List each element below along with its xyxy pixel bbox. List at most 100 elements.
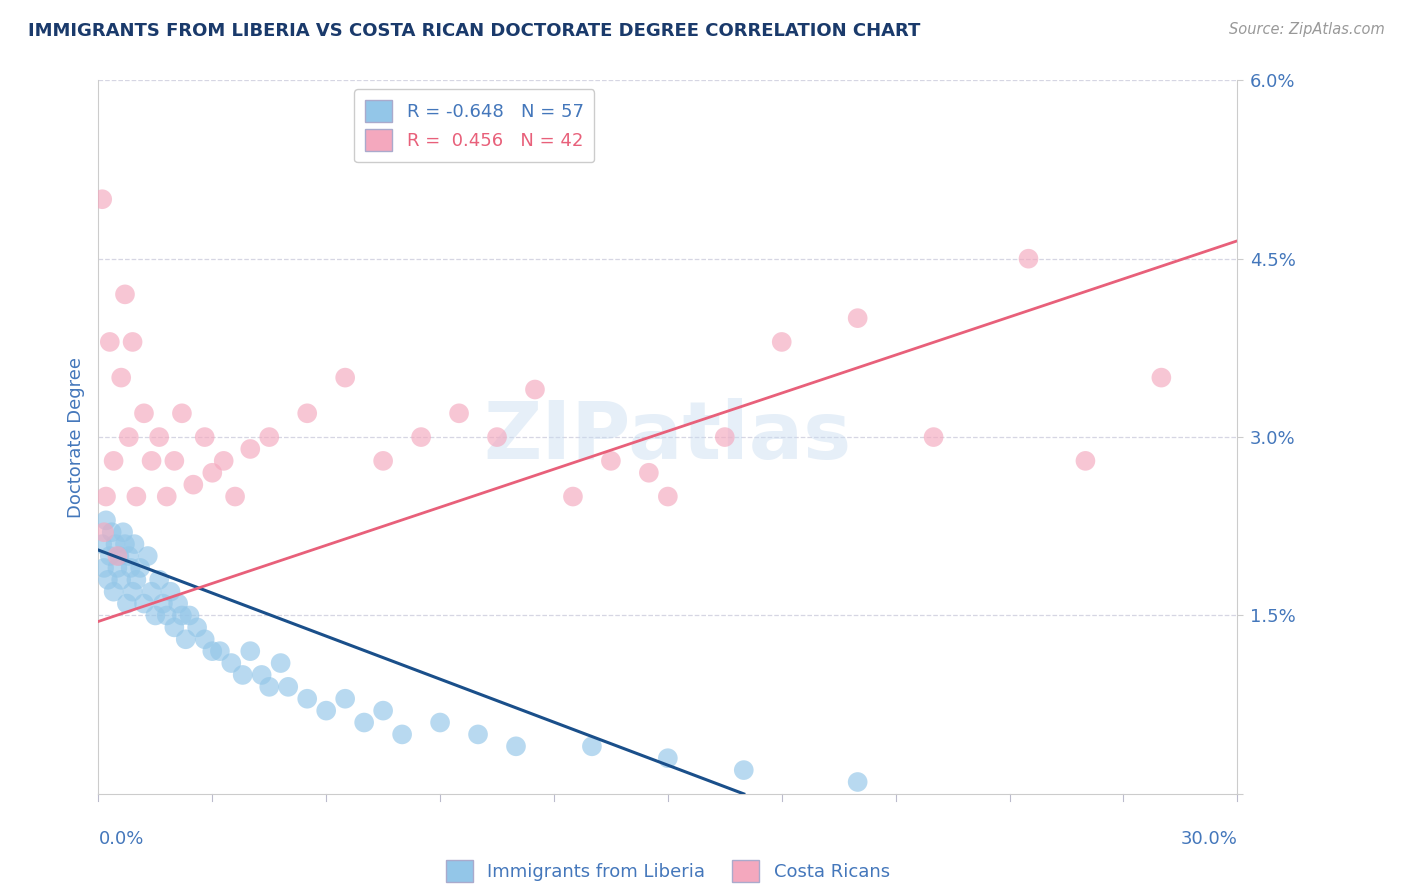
Point bbox=[145, 608, 167, 623]
Y-axis label: Doctorate Degree: Doctorate Degree bbox=[66, 357, 84, 517]
Point bbox=[170, 406, 193, 420]
Legend: Immigrants from Liberia, Costa Ricans: Immigrants from Liberia, Costa Ricans bbox=[439, 853, 897, 889]
Point bbox=[132, 597, 155, 611]
Point bbox=[121, 584, 143, 599]
Point bbox=[114, 537, 136, 551]
Point bbox=[232, 668, 254, 682]
Point bbox=[120, 561, 142, 575]
Point bbox=[208, 644, 231, 658]
Point bbox=[156, 608, 179, 623]
Point bbox=[581, 739, 603, 754]
Text: Source: ZipAtlas.com: Source: ZipAtlas.com bbox=[1229, 22, 1385, 37]
Point bbox=[353, 715, 375, 730]
Point bbox=[411, 430, 433, 444]
Point bbox=[118, 549, 141, 563]
Point bbox=[104, 537, 127, 551]
Point bbox=[94, 513, 117, 527]
Point bbox=[115, 597, 138, 611]
Point bbox=[121, 334, 143, 349]
Point bbox=[148, 573, 170, 587]
Point bbox=[167, 597, 190, 611]
Point bbox=[239, 644, 262, 658]
Point bbox=[93, 561, 115, 575]
Point bbox=[429, 715, 451, 730]
Point bbox=[93, 525, 115, 540]
Point bbox=[221, 656, 243, 670]
Point bbox=[174, 632, 197, 647]
Point bbox=[562, 490, 585, 504]
Point bbox=[136, 549, 159, 563]
Point bbox=[94, 490, 117, 504]
Point bbox=[141, 584, 163, 599]
Point bbox=[129, 561, 152, 575]
Point bbox=[98, 334, 121, 349]
Point bbox=[371, 454, 394, 468]
Point bbox=[922, 430, 945, 444]
Point bbox=[846, 775, 869, 789]
Point bbox=[97, 573, 120, 587]
Point bbox=[91, 537, 114, 551]
Point bbox=[733, 763, 755, 777]
Point bbox=[657, 490, 679, 504]
Point bbox=[259, 680, 281, 694]
Point bbox=[600, 454, 623, 468]
Point bbox=[212, 454, 235, 468]
Point bbox=[163, 454, 186, 468]
Point bbox=[259, 430, 281, 444]
Point bbox=[103, 454, 125, 468]
Point bbox=[297, 691, 319, 706]
Point bbox=[107, 561, 129, 575]
Point bbox=[100, 525, 122, 540]
Point bbox=[163, 620, 186, 634]
Point bbox=[194, 632, 217, 647]
Point bbox=[201, 466, 224, 480]
Point bbox=[159, 584, 181, 599]
Point bbox=[524, 383, 547, 397]
Point bbox=[183, 477, 205, 491]
Point bbox=[467, 727, 489, 741]
Point bbox=[118, 430, 141, 444]
Point bbox=[186, 620, 208, 634]
Point bbox=[486, 430, 509, 444]
Point bbox=[110, 573, 132, 587]
Point bbox=[391, 727, 413, 741]
Point bbox=[638, 466, 661, 480]
Point bbox=[657, 751, 679, 765]
Point bbox=[335, 691, 357, 706]
Point bbox=[297, 406, 319, 420]
Point bbox=[270, 656, 292, 670]
Point bbox=[505, 739, 527, 754]
Point bbox=[152, 597, 174, 611]
Point bbox=[156, 490, 179, 504]
Point bbox=[112, 525, 135, 540]
Point bbox=[714, 430, 737, 444]
Point bbox=[194, 430, 217, 444]
Point bbox=[114, 287, 136, 301]
Point bbox=[335, 370, 357, 384]
Point bbox=[239, 442, 262, 456]
Text: ZIPatlas: ZIPatlas bbox=[484, 398, 852, 476]
Point bbox=[125, 573, 148, 587]
Point bbox=[110, 370, 132, 384]
Point bbox=[124, 537, 146, 551]
Point bbox=[141, 454, 163, 468]
Point bbox=[770, 334, 793, 349]
Point bbox=[447, 406, 470, 420]
Point bbox=[170, 608, 193, 623]
Point bbox=[277, 680, 299, 694]
Point bbox=[103, 584, 125, 599]
Text: IMMIGRANTS FROM LIBERIA VS COSTA RICAN DOCTORATE DEGREE CORRELATION CHART: IMMIGRANTS FROM LIBERIA VS COSTA RICAN D… bbox=[28, 22, 921, 40]
Point bbox=[98, 549, 121, 563]
Point bbox=[371, 704, 394, 718]
Point bbox=[846, 311, 869, 326]
Point bbox=[1150, 370, 1173, 384]
Point bbox=[125, 490, 148, 504]
Point bbox=[108, 549, 131, 563]
Point bbox=[148, 430, 170, 444]
Text: 0.0%: 0.0% bbox=[98, 830, 143, 847]
Point bbox=[315, 704, 337, 718]
Point bbox=[224, 490, 246, 504]
Point bbox=[91, 192, 114, 206]
Point bbox=[107, 549, 129, 563]
Point bbox=[1018, 252, 1040, 266]
